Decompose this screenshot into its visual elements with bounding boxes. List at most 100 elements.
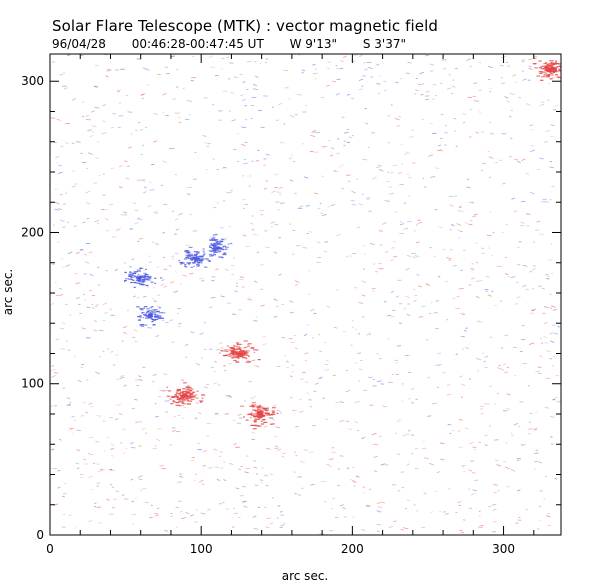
field-stroke xyxy=(195,363,201,366)
field-stroke xyxy=(304,359,307,362)
field-stroke xyxy=(351,97,355,100)
field-stroke xyxy=(379,357,382,360)
field-stroke xyxy=(547,99,550,101)
field-stroke xyxy=(296,94,302,96)
field-stroke xyxy=(238,468,242,471)
field-stroke xyxy=(216,349,221,351)
field-stroke xyxy=(351,190,356,194)
field-stroke xyxy=(544,407,549,409)
field-stroke xyxy=(236,160,240,163)
field-stroke xyxy=(535,229,540,231)
field-stroke xyxy=(186,193,191,196)
field-stroke xyxy=(96,415,102,417)
field-stroke xyxy=(528,58,533,61)
field-stroke xyxy=(539,337,542,340)
field-stroke xyxy=(348,136,353,139)
field-stroke xyxy=(251,96,257,99)
field-stroke xyxy=(59,438,62,441)
field-stroke xyxy=(313,390,317,393)
x-axis-label: arc sec. xyxy=(282,569,328,583)
field-stroke xyxy=(418,316,424,318)
field-stroke xyxy=(552,355,556,358)
field-stroke xyxy=(303,333,308,336)
field-stroke xyxy=(203,386,208,388)
field-stroke xyxy=(503,461,507,463)
field-stroke xyxy=(276,448,282,452)
field-stroke xyxy=(175,228,180,231)
field-stroke xyxy=(172,98,177,100)
field-stroke xyxy=(331,147,335,150)
y-tick-label: 200 xyxy=(21,225,44,239)
field-stroke xyxy=(519,350,523,353)
field-stroke xyxy=(361,280,367,283)
field-stroke xyxy=(173,290,179,293)
field-stroke xyxy=(85,115,89,117)
field-stroke xyxy=(455,511,458,514)
field-stroke xyxy=(181,517,187,520)
field-stroke xyxy=(407,61,412,64)
field-stroke xyxy=(156,439,161,442)
field-stroke xyxy=(393,255,398,258)
field-stroke xyxy=(505,442,508,444)
field-stroke xyxy=(393,520,398,523)
field-stroke xyxy=(351,135,354,137)
field-stroke xyxy=(405,268,410,271)
field-stroke xyxy=(109,469,113,471)
field-stroke xyxy=(279,510,283,513)
field-stroke xyxy=(549,199,552,201)
field-stroke xyxy=(460,335,465,338)
field-stroke xyxy=(492,508,497,511)
field-stroke xyxy=(314,192,319,195)
field-stroke xyxy=(130,478,134,481)
field-stroke xyxy=(128,146,132,149)
field-stroke xyxy=(241,175,245,177)
field-stroke xyxy=(278,273,282,276)
field-stroke xyxy=(98,174,101,177)
field-stroke xyxy=(62,513,66,516)
field-stroke xyxy=(488,385,493,388)
field-stroke xyxy=(540,200,546,203)
field-stroke xyxy=(353,485,356,487)
field-stroke xyxy=(429,511,434,513)
field-stroke xyxy=(458,419,463,421)
field-stroke xyxy=(60,348,66,350)
field-stroke xyxy=(125,177,130,180)
field-stroke xyxy=(144,432,147,434)
field-stroke xyxy=(263,187,268,190)
field-stroke xyxy=(521,158,526,161)
field-stroke xyxy=(163,373,168,375)
field-stroke xyxy=(547,275,551,277)
field-stroke xyxy=(142,67,147,70)
field-stroke xyxy=(312,63,316,66)
field-stroke xyxy=(405,72,410,74)
field-stroke xyxy=(241,143,246,147)
field-stroke xyxy=(57,486,61,489)
field-stroke xyxy=(119,102,121,104)
field-stroke xyxy=(154,212,159,214)
field-stroke xyxy=(230,264,234,267)
field-stroke xyxy=(91,125,97,128)
field-stroke xyxy=(60,257,64,260)
field-stroke xyxy=(496,464,502,467)
field-stroke xyxy=(58,293,64,297)
field-stroke xyxy=(512,74,516,77)
field-stroke xyxy=(96,463,100,465)
field-stroke xyxy=(80,415,84,417)
field-stroke xyxy=(411,388,415,390)
field-stroke xyxy=(136,240,140,242)
field-stroke xyxy=(191,456,196,459)
field-stroke xyxy=(327,465,333,467)
field-stroke xyxy=(473,82,478,85)
field-stroke xyxy=(498,364,501,367)
field-stroke xyxy=(305,104,308,106)
field-stroke xyxy=(539,157,544,160)
field-stroke xyxy=(490,290,494,292)
field-stroke xyxy=(378,435,382,438)
field-stroke xyxy=(318,333,321,336)
field-stroke xyxy=(461,383,466,386)
field-stroke xyxy=(132,295,137,298)
field-stroke xyxy=(473,100,479,102)
field-stroke xyxy=(342,507,346,510)
field-stroke xyxy=(279,526,283,529)
field-stroke xyxy=(119,377,125,379)
